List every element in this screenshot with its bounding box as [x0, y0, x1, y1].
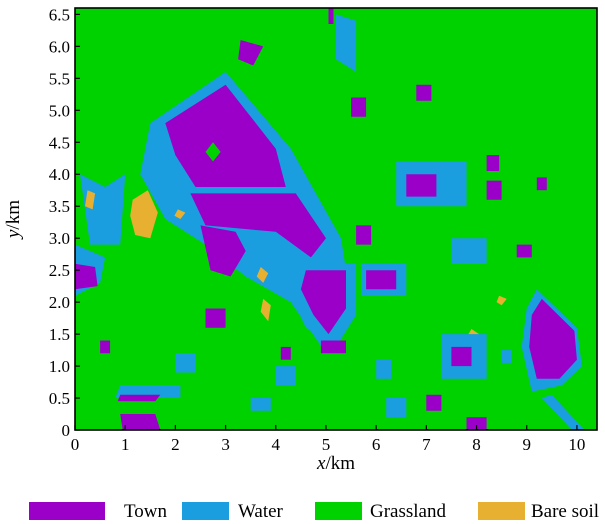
bare-soil-region: [174, 209, 186, 219]
x-tick-label: 8: [472, 435, 481, 454]
town-region: [320, 340, 346, 354]
town-region: [328, 8, 334, 24]
legend-item-town: Town: [29, 501, 168, 522]
water-region: [336, 14, 357, 72]
x-tick-label: 3: [221, 435, 230, 454]
legend-item-grassland: Grassland: [315, 501, 446, 522]
x-tick-label: 5: [322, 435, 331, 454]
y-tick-label: 4.0: [49, 165, 70, 184]
town-region: [356, 225, 372, 245]
x-tick-label: 7: [422, 435, 431, 454]
y-tick-label: 6.0: [49, 37, 70, 56]
legend-item-water: Water: [182, 501, 284, 522]
y-tick-label: 2.0: [49, 293, 70, 312]
y-tick-label: 3.0: [49, 229, 70, 248]
town-region: [205, 308, 226, 328]
x-tick-label: 0: [71, 435, 80, 454]
x-tick-label: 9: [522, 435, 531, 454]
y-tick-label: 5.5: [49, 69, 70, 88]
town-region: [238, 40, 264, 66]
y-axis-label: y/km: [3, 200, 24, 240]
town-region: [200, 225, 246, 277]
legend-item-bare-soil: Bare soil: [478, 501, 599, 522]
bare-soil-region: [85, 190, 96, 210]
water-region: [386, 398, 407, 418]
water-region: [250, 398, 271, 411]
legend-swatch-grassland: [315, 502, 362, 520]
x-axis-ticks: 0 1 2 3 4 5 6 7 8 9 10: [71, 425, 585, 454]
grassland-region: [205, 142, 221, 162]
water-region: [501, 350, 512, 363]
town-region: [529, 298, 577, 379]
y-tick-label: 5.0: [49, 101, 70, 120]
x-tick-label: 10: [568, 435, 585, 454]
town-region: [426, 394, 442, 411]
water-region: [275, 366, 296, 386]
y-tick-label: 3.5: [49, 197, 70, 216]
legend-label-water: Water: [238, 501, 284, 522]
legend-swatch-bare-soil: [478, 502, 525, 520]
town-region: [100, 340, 111, 354]
y-tick-label: 6.5: [49, 5, 70, 24]
land-cover-regions: [75, 8, 585, 430]
town-region: [117, 394, 161, 402]
town-region: [416, 84, 432, 101]
legend: Town Water Grassland Bare soil: [29, 501, 599, 522]
town-region: [536, 177, 547, 191]
bare-soil-region: [256, 267, 269, 283]
x-axis-label: x/km: [316, 453, 355, 474]
x-tick-label: 2: [171, 435, 180, 454]
town-region: [366, 270, 397, 290]
town-region: [516, 244, 532, 258]
water-region: [376, 359, 392, 379]
town-region: [300, 270, 346, 335]
plot-frame: [74, 7, 598, 431]
legend-label-bare-soil: Bare soil: [531, 501, 599, 522]
town-region: [165, 84, 286, 187]
bare-soil-region: [260, 298, 271, 322]
bare-soil-region: [496, 295, 507, 306]
y-tick-label: 4.5: [49, 133, 70, 152]
y-tick-label: 0: [62, 421, 71, 440]
water-region: [541, 394, 585, 430]
y-axis-ticks: 0 0.5 1.0 1.5 2.0 2.5 3.0 3.5 4.0 4.5 5.0 5.5 6.0 6.5: [49, 5, 80, 440]
town-region: [466, 417, 487, 430]
x-tick-label: 6: [372, 435, 381, 454]
y-tick-label: 1.5: [49, 325, 70, 344]
x-tick-label: 1: [121, 435, 130, 454]
y-tick-label: 1.0: [49, 357, 70, 376]
town-region: [280, 346, 291, 360]
water-region: [451, 238, 487, 264]
x-tick-label: 4: [272, 435, 281, 454]
town-region: [120, 414, 161, 430]
town-region: [75, 263, 98, 290]
legend-swatch-water: [182, 502, 229, 520]
y-tick-label: 0.5: [49, 389, 70, 408]
town-region: [451, 346, 472, 367]
town-region: [351, 97, 367, 117]
town-region: [486, 180, 502, 200]
legend-label-grassland: Grassland: [370, 501, 446, 522]
town-region: [486, 155, 500, 171]
legend-swatch-town: [29, 502, 105, 520]
bare-soil-region: [130, 190, 158, 239]
town-region: [406, 174, 437, 197]
water-region: [175, 353, 196, 373]
legend-label-town: Town: [124, 501, 168, 522]
y-tick-label: 2.5: [49, 261, 70, 280]
town-region: [190, 193, 326, 258]
